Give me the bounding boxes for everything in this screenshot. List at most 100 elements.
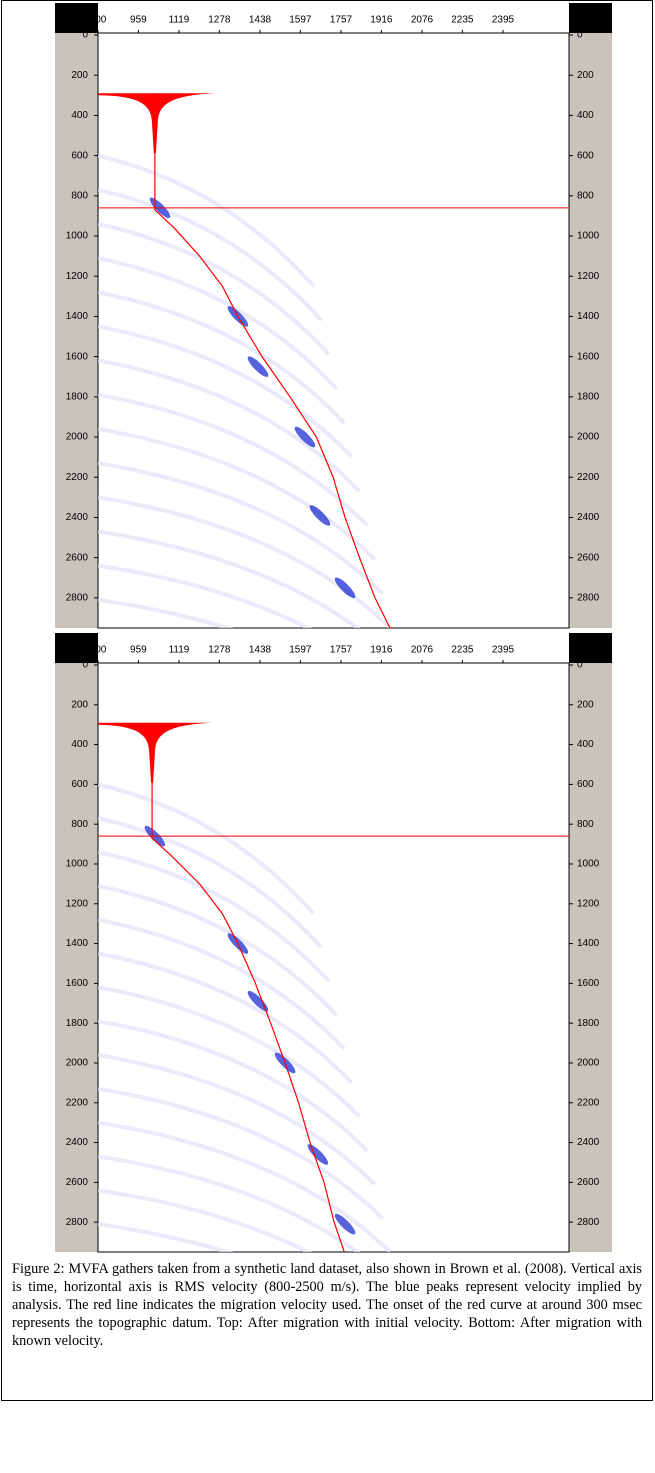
faint-streak [98,782,316,916]
faint-streak [98,1053,377,1186]
y-tick-label: 800 [71,190,88,201]
y-tick-label: 600 [577,779,594,790]
x-tick-label: 1278 [208,645,231,656]
velocity-curve [154,93,391,628]
x-tick-label: 2395 [492,15,515,26]
y-tick-label: 400 [577,110,594,121]
faint-streak [98,529,361,628]
x-axis-strip [98,3,569,33]
y-tick-label: 2200 [577,1097,600,1108]
y-tick-label: 2200 [577,472,600,483]
y-tick-label: 600 [71,150,88,161]
x-tick-label: 2235 [451,645,474,656]
x-tick-label: 1278 [208,15,231,26]
y-tick-label: 2600 [577,552,600,563]
y-tick-label: 1400 [577,938,600,949]
y-tick-label: 800 [577,819,594,830]
y-tick-label: 1800 [66,1018,89,1029]
x-tick-label: 1916 [370,645,393,656]
x-tick-label: 2235 [451,15,474,26]
y-tick-label: 200 [577,70,594,81]
y-tick-label: 400 [71,739,88,750]
y-tick-label: 2000 [66,1058,89,1069]
y-tick-label: 0 [82,30,88,41]
y-tick-label: 2800 [577,1217,600,1228]
y-tick-label: 2000 [577,1058,600,1069]
plot-content [98,722,569,1252]
y-tick-label: 1800 [66,391,89,402]
corner-box [55,633,98,663]
right-axis-strip [569,33,612,628]
x-tick-label: 1597 [289,645,312,656]
x-tick-label: 800 [90,15,107,26]
velocity-peak [334,577,356,599]
y-tick-label: 200 [71,699,88,710]
velocity-peak [294,426,316,448]
plot-area [97,662,570,1253]
y-tick-label: 1600 [66,978,89,989]
datum-spike [98,722,213,783]
faint-streak [98,358,361,493]
y-tick-label: 2000 [66,432,89,443]
velocity-peak [247,356,269,377]
faint-streak [98,883,339,1017]
y-tick-label: 1400 [66,938,89,949]
faint-streak [98,1120,392,1252]
x-axis: 800 959 1119 1278 1438 1597 1757 1916 2076 2235 23… [90,645,515,663]
y-tick-label: 2200 [66,472,89,483]
y-tick-label: 2600 [66,1177,89,1188]
gather-panel: 0 0 200 200 400 400 600 600 800 800 1000 1000 1200 12… [55,633,612,1253]
y-tick-label: 2600 [66,552,89,563]
faint-streak [98,1086,384,1220]
y-tick-label: 1000 [66,231,89,242]
y-tick-label: 1200 [577,271,600,282]
y-tick-label: 1400 [577,311,600,322]
x-tick-label: 1916 [370,15,393,26]
y-tick-label: 2400 [577,512,600,523]
corner-box [55,3,98,33]
faint-streak [98,985,361,1119]
y-tick-label: 0 [577,660,583,671]
faint-streak [98,816,323,949]
x-tick-label: 2395 [492,645,515,656]
y-tick-label: 2200 [66,1097,89,1108]
y-tick-label: 1000 [66,859,89,870]
velocity-peak [334,1213,356,1235]
y-tick-label: 2800 [66,1217,89,1228]
x-tick-label: 1757 [330,645,353,656]
faint-streak [98,427,377,562]
velocity-peak [247,990,269,1012]
y-tick-label: 2000 [577,432,600,443]
faint-streak [98,290,346,425]
y-tick-label: 2800 [577,592,600,603]
x-axis-strip [98,633,569,663]
y-tick-label: 600 [71,779,88,790]
faint-streak [98,1222,234,1252]
faint-streak [98,324,354,459]
x-tick-label: 959 [130,15,147,26]
y-tick-label: 0 [577,30,583,41]
faint-streak [98,597,234,628]
y-tick-label: 1200 [66,898,89,909]
y-tick-label: 1400 [66,311,89,322]
y-tick-label: 400 [71,110,88,121]
velocity-curve [151,722,345,1252]
y-tick-label: 1600 [577,978,600,989]
y-tick-label: 2400 [577,1137,600,1148]
left-axis-strip [55,663,98,1252]
x-tick-label: 959 [130,645,147,656]
faint-streak [98,495,392,628]
faint-streak [98,951,354,1085]
plot-content [98,93,569,628]
faint-streak [98,187,323,322]
faint-streak [98,222,331,356]
y-tick-label: 400 [577,739,594,750]
y-tick-label: 1800 [577,1018,600,1029]
x-tick-label: 1119 [169,15,190,26]
x-tick-label: 2076 [411,15,434,26]
x-tick-label: 800 [90,645,107,656]
right-axis-strip [569,663,612,1252]
y-tick-label: 1600 [66,351,89,362]
plot-area [97,32,570,629]
